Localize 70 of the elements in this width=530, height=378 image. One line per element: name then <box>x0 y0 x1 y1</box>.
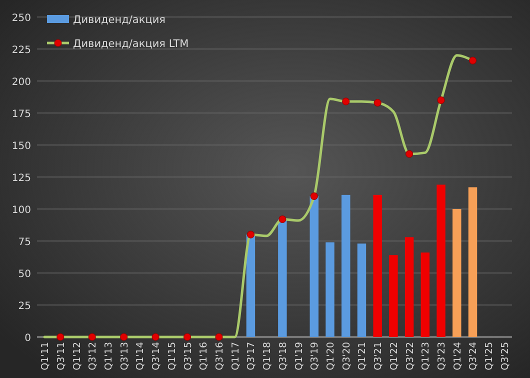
x-tick-label: Q1'13 <box>103 342 114 370</box>
bar <box>246 234 256 337</box>
y-tick-label: 150 <box>12 141 31 152</box>
point <box>215 333 223 341</box>
y-tick-label: 225 <box>12 45 31 56</box>
x-tick-label: Q1'24 <box>452 342 464 370</box>
point <box>152 333 160 341</box>
x-tick-label: Q3'11 <box>56 342 67 370</box>
y-tick-label: 125 <box>12 173 31 184</box>
bar <box>436 184 446 337</box>
x-tick-label: Q3'18 <box>278 342 289 370</box>
y-tick-label: 250 <box>12 13 31 24</box>
x-tick-label: Q3'17 <box>246 342 258 370</box>
point <box>310 192 318 200</box>
bar <box>373 194 382 337</box>
bar <box>278 219 287 337</box>
y-tick-label: 100 <box>12 205 31 216</box>
x-tick-label: Q3'20 <box>341 342 352 370</box>
x-tick-label: Q1'23 <box>420 342 432 370</box>
y-tick-label: 175 <box>12 109 31 120</box>
x-tick-label: Q3'22 <box>404 342 416 370</box>
bar <box>404 237 414 337</box>
x-tick-label: Q3'13 <box>119 342 130 370</box>
x-tick-label: Q1'11 <box>40 342 52 370</box>
x-tick-label: Q1'12 <box>72 342 83 370</box>
point <box>342 98 350 106</box>
point <box>374 98 382 107</box>
bar <box>326 242 334 337</box>
x-tick-label: Q1'19 <box>294 342 305 370</box>
x-tick-label: Q3'12 <box>88 342 99 370</box>
point <box>406 150 414 158</box>
point <box>278 215 286 224</box>
bar <box>420 252 430 337</box>
x-tick-label: Q3'21 <box>373 342 384 370</box>
y-tick-label: 75 <box>18 237 31 248</box>
x-tick-label: Q3'25 <box>500 342 511 370</box>
y-tick-label: 200 <box>12 77 31 88</box>
x-tick-label: Q1'21 <box>357 342 368 370</box>
y-tick-label: 25 <box>18 301 31 312</box>
point <box>468 56 477 64</box>
bar <box>357 244 366 337</box>
point <box>56 333 64 341</box>
point <box>88 333 96 341</box>
point <box>183 333 192 341</box>
x-tick-label: Q3'24 <box>468 342 480 370</box>
x-tick-label: Q3'15 <box>182 342 194 370</box>
x-tick-label: Q1'20 <box>326 342 337 370</box>
legend-label: Дивиденд/акция <box>73 14 166 26</box>
x-tick-label: Q3'14 <box>151 342 162 370</box>
point <box>246 230 255 238</box>
bar <box>310 196 319 337</box>
bar <box>342 194 350 337</box>
x-tick-label: Q3'23 <box>436 342 448 370</box>
bar <box>468 187 478 337</box>
x-tick-label: Q1'17 <box>230 342 242 370</box>
bar <box>452 209 462 337</box>
x-tick-label: Q1'14 <box>135 342 146 370</box>
x-tick-label: Q1'22 <box>388 342 400 370</box>
x-tick-label: Q3'19 <box>310 342 321 370</box>
y-tick-label: 50 <box>18 269 31 280</box>
x-tick-label: Q1'15 <box>166 342 178 370</box>
point <box>120 333 128 341</box>
x-tick-label: Q1'18 <box>262 342 274 370</box>
x-tick-label: Q3'16 <box>214 342 226 370</box>
legend-label: Дивиденд/акция LTM <box>73 38 189 50</box>
bar <box>389 255 398 337</box>
point <box>437 96 445 104</box>
x-tick-label: Q1'16 <box>198 342 210 370</box>
x-tick-label: Q1'25 <box>484 342 496 370</box>
y-tick-label: 0 <box>24 333 31 344</box>
